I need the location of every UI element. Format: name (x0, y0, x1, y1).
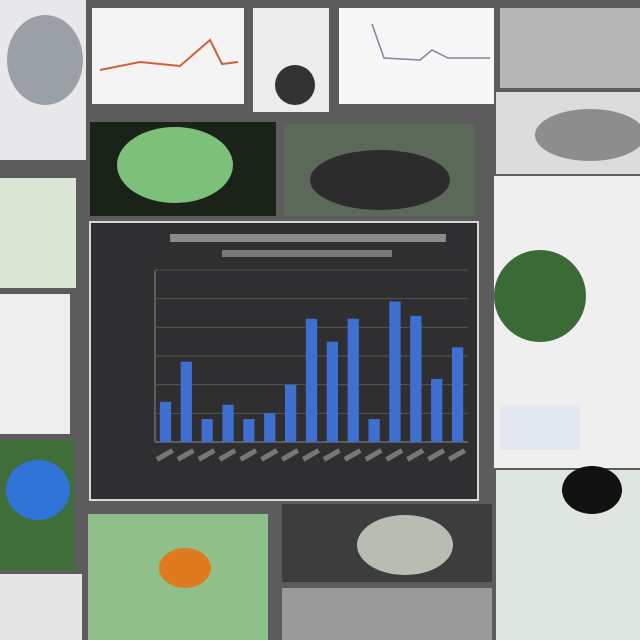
x-label-scribble (427, 448, 446, 462)
paper (92, 8, 244, 104)
x-label-scribble (218, 448, 237, 462)
illustration (6, 460, 70, 520)
sketch (99, 38, 239, 71)
bar (389, 301, 401, 442)
bar (159, 401, 172, 442)
paper (0, 574, 82, 640)
illustration (357, 515, 453, 575)
title-scribble (170, 234, 446, 242)
bar (201, 419, 213, 442)
paper (0, 294, 70, 434)
x-label-scribble (155, 448, 174, 462)
x-label-scribble (385, 448, 404, 462)
bar (368, 419, 380, 442)
photo (500, 8, 640, 88)
illustration (535, 109, 640, 161)
bar (451, 347, 464, 442)
bar (284, 384, 297, 442)
bar (305, 318, 318, 442)
illustration (562, 466, 622, 514)
bar (264, 413, 276, 442)
x-label-scribble (343, 448, 362, 462)
bar (326, 341, 339, 442)
bar (243, 419, 255, 442)
x-label-scribble (197, 448, 216, 462)
illustration (494, 250, 586, 342)
illustration (500, 405, 580, 450)
bar (431, 378, 443, 442)
x-label-scribble (280, 448, 300, 462)
photo (282, 588, 492, 640)
x-label-scribble (176, 448, 195, 462)
sketch (371, 23, 490, 61)
x-label-scribble (447, 448, 466, 462)
x-label-scribble (301, 448, 320, 462)
illustration (117, 127, 233, 203)
x-label-scribble (322, 448, 341, 462)
x-label-scribble (406, 448, 425, 462)
x-label-scribble (239, 448, 258, 462)
bar (410, 315, 422, 442)
illustration (159, 548, 211, 588)
illustration (275, 65, 315, 105)
bar (347, 318, 359, 442)
bar (222, 404, 234, 442)
paper (339, 8, 494, 104)
paper (0, 178, 76, 288)
title-scribble (222, 250, 392, 257)
x-label-scribble (364, 448, 383, 462)
bar (180, 361, 192, 442)
x-label-scribble (260, 448, 279, 462)
plot (155, 269, 468, 462)
illustration (310, 150, 450, 210)
illustration (7, 15, 83, 105)
